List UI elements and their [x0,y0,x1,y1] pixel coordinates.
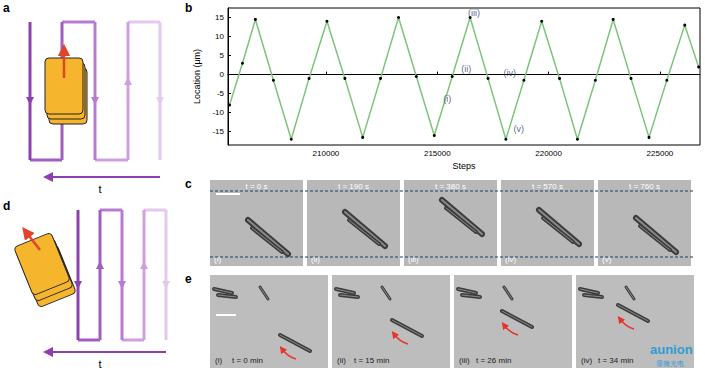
svg-text:e: e [185,272,192,286]
svg-text:(iii): (iii) [468,8,480,18]
svg-text:t = 15 min: t = 15 min [354,356,389,365]
svg-text:t = 34 min: t = 34 min [598,356,633,365]
svg-text:215000: 215000 [424,149,451,158]
svg-text:(iv): (iv) [581,356,592,365]
svg-text:10: 10 [215,32,224,41]
svg-text:(i): (i) [214,255,221,264]
svg-text:0: 0 [220,70,225,79]
svg-text:(ii): (ii) [311,255,320,264]
svg-text:aunion: aunion [650,342,693,357]
svg-text:Steps: Steps [452,161,476,171]
svg-text:(iii): (iii) [408,255,419,264]
svg-text:显微光电: 显微光电 [656,360,684,368]
svg-text:210000: 210000 [313,149,340,158]
svg-text:d: d [3,199,10,213]
svg-text:t = 570 s: t = 570 s [532,182,563,191]
svg-text:220000: 220000 [535,149,562,158]
svg-text:t = 26 min: t = 26 min [476,356,511,365]
svg-text:c: c [185,177,192,191]
svg-text:Location (μm): Location (μm) [192,49,202,104]
svg-text:t = 190 s: t = 190 s [338,182,369,191]
svg-text:-15: -15 [212,127,224,136]
svg-text:(v): (v) [514,124,525,134]
svg-text:b: b [185,1,192,15]
svg-text:a: a [3,1,10,15]
svg-text:(ii): (ii) [461,64,471,74]
svg-text:t = 380 s: t = 380 s [435,182,466,191]
svg-text:(iv): (iv) [505,255,516,264]
svg-text:(iv): (iv) [504,68,517,78]
svg-text:225000: 225000 [647,149,674,158]
svg-text:t: t [98,358,101,370]
svg-text:5: 5 [220,51,225,60]
svg-text:t = 760 s: t = 760 s [629,182,660,191]
svg-text:(ii): (ii) [337,356,346,365]
svg-text:t = 0 s: t = 0 s [245,182,267,191]
svg-text:-5: -5 [217,89,225,98]
svg-text:(v): (v) [602,255,612,264]
svg-text:(i): (i) [443,94,451,104]
svg-text:(i): (i) [215,356,222,365]
svg-text:t = 0 min: t = 0 min [232,356,263,365]
svg-text:t: t [98,183,101,195]
svg-text:(iii): (iii) [459,356,470,365]
svg-text:15: 15 [215,13,224,22]
svg-text:-10: -10 [212,108,224,117]
